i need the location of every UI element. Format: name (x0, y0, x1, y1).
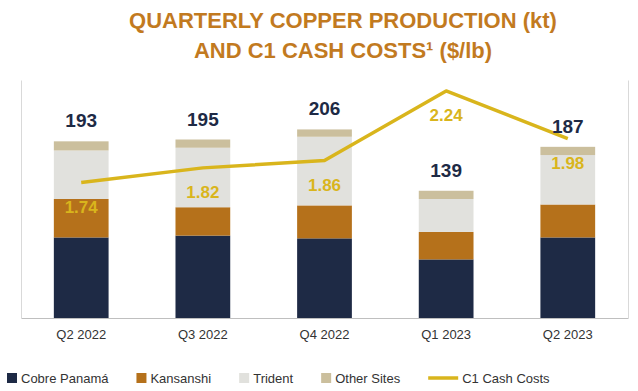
legend-item: C1 Cash Costs (428, 371, 550, 386)
legend-swatch (321, 373, 331, 383)
legend-item: Trident (239, 371, 293, 386)
x-tick-label: Q4 2022 (300, 327, 350, 342)
bar (297, 129, 352, 136)
total-label: 193 (65, 110, 97, 131)
title: AND C1 CASH COSTS¹ ($/lb) (194, 38, 492, 63)
total-label: 139 (430, 160, 462, 181)
legend-label: Trident (253, 371, 293, 386)
title: QUARTERLY COPPER PRODUCTION (kt) (129, 8, 557, 33)
legend-swatch (428, 376, 458, 380)
chart: QUARTERLY COPPER PRODUCTION (kt) AND C1 C… (0, 0, 638, 391)
data-label: 1.82 (186, 183, 219, 202)
bar-series (54, 129, 595, 199)
x-tick: Q4 2022 (300, 318, 350, 342)
bar (54, 141, 109, 150)
x-tick-label: Q2 2023 (543, 327, 593, 342)
data-label: 1.86 (308, 176, 341, 195)
bar (175, 140, 230, 148)
bar (297, 137, 352, 206)
legend-swatch (239, 373, 249, 383)
x-tick: Q1 2023 (421, 318, 471, 342)
y2-axis (628, 81, 629, 319)
legend-item: Other Sites (321, 371, 401, 386)
legend: Cobre Panamá Kansanshi Trident Other Sites C… (7, 371, 550, 386)
bar (419, 232, 474, 259)
legend-item: Cobre Panamá (7, 371, 109, 386)
bar (540, 237, 595, 318)
bar (175, 148, 230, 208)
x-tick-label: Q2 2022 (56, 327, 106, 342)
y-axis (21, 81, 22, 319)
bar-series (54, 137, 595, 232)
bar (540, 204, 595, 237)
x-tick: Q2 2022 (56, 318, 106, 342)
data-labels: 1.74 1.82 1.86 2.24 1.98 (65, 106, 585, 217)
legend-label: Cobre Panamá (21, 371, 109, 386)
bar (419, 199, 474, 232)
bar (297, 238, 352, 318)
legend-label: C1 Cash Costs (462, 371, 550, 386)
data-label: 1.74 (65, 198, 99, 217)
bar (419, 191, 474, 199)
x-tick-label: Q3 2022 (178, 327, 228, 342)
bar (175, 207, 230, 235)
total-label: 187 (552, 116, 584, 137)
bar (54, 237, 109, 318)
x-axis: Q2 2022 Q3 2022 Q4 2022 Q1 2023 Q2 2023 (22, 318, 629, 342)
data-label: 2.24 (430, 106, 464, 125)
total-label: 206 (309, 98, 341, 119)
legend-label: Other Sites (335, 371, 401, 386)
x-axis-line (22, 318, 629, 319)
y2-axis-line (628, 81, 629, 319)
data-label: 1.98 (551, 154, 584, 173)
legend-item: Kansanshi (136, 371, 211, 386)
totals: 193 195 206 139 187 (65, 98, 583, 180)
bar-series (54, 199, 595, 259)
bar (54, 150, 109, 199)
x-tick: Q3 2022 (178, 318, 228, 342)
legend-swatch (136, 373, 146, 383)
x-tick: Q2 2023 (543, 318, 593, 342)
legend-swatch (7, 373, 17, 383)
bar (419, 259, 474, 318)
bar (297, 205, 352, 238)
line (81, 91, 568, 183)
total-label: 195 (187, 109, 219, 130)
y-axis-line (21, 81, 22, 319)
plot-area (54, 91, 595, 318)
x-tick-label: Q1 2023 (421, 327, 471, 342)
bar-series (54, 236, 595, 318)
legend-label: Kansanshi (150, 371, 211, 386)
bar (175, 236, 230, 318)
